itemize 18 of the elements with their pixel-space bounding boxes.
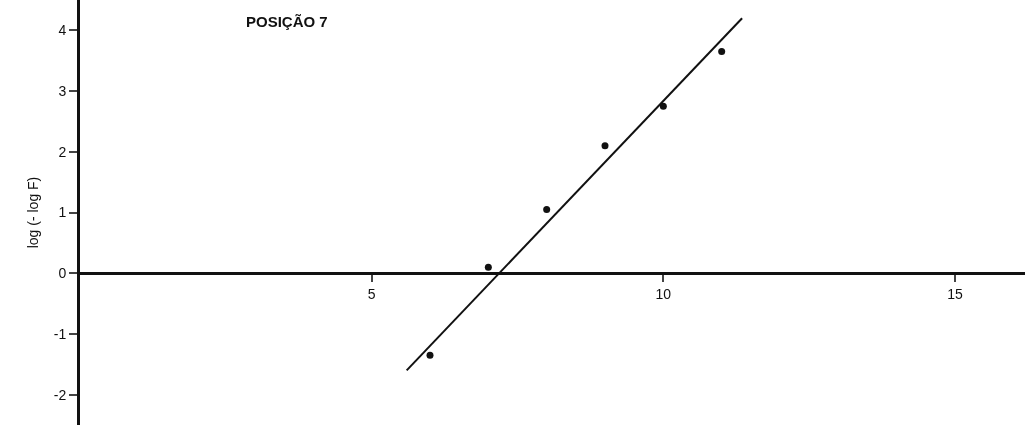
y-tick-label: 4 (58, 22, 67, 39)
text: POSIÇÃO 7 (246, 12, 328, 30)
point (718, 48, 726, 56)
x-tick-label: 10 (655, 285, 672, 302)
y-tick-label: 1 (58, 204, 67, 221)
y-tick-label: -1 (53, 325, 67, 342)
y-tick-label: 3 (58, 82, 67, 99)
point (426, 351, 434, 359)
x-tick-label: 15 (947, 285, 963, 302)
y-tick-label: -2 (53, 386, 67, 403)
point (601, 142, 609, 150)
y-tick-label: 0 (58, 265, 67, 282)
x-tick-label: 5 (367, 285, 376, 302)
y-tick-label: 2 (58, 143, 67, 160)
point (484, 263, 492, 271)
y-axis-title: log (- log F) (25, 176, 42, 249)
point (659, 102, 667, 110)
point (543, 205, 551, 213)
